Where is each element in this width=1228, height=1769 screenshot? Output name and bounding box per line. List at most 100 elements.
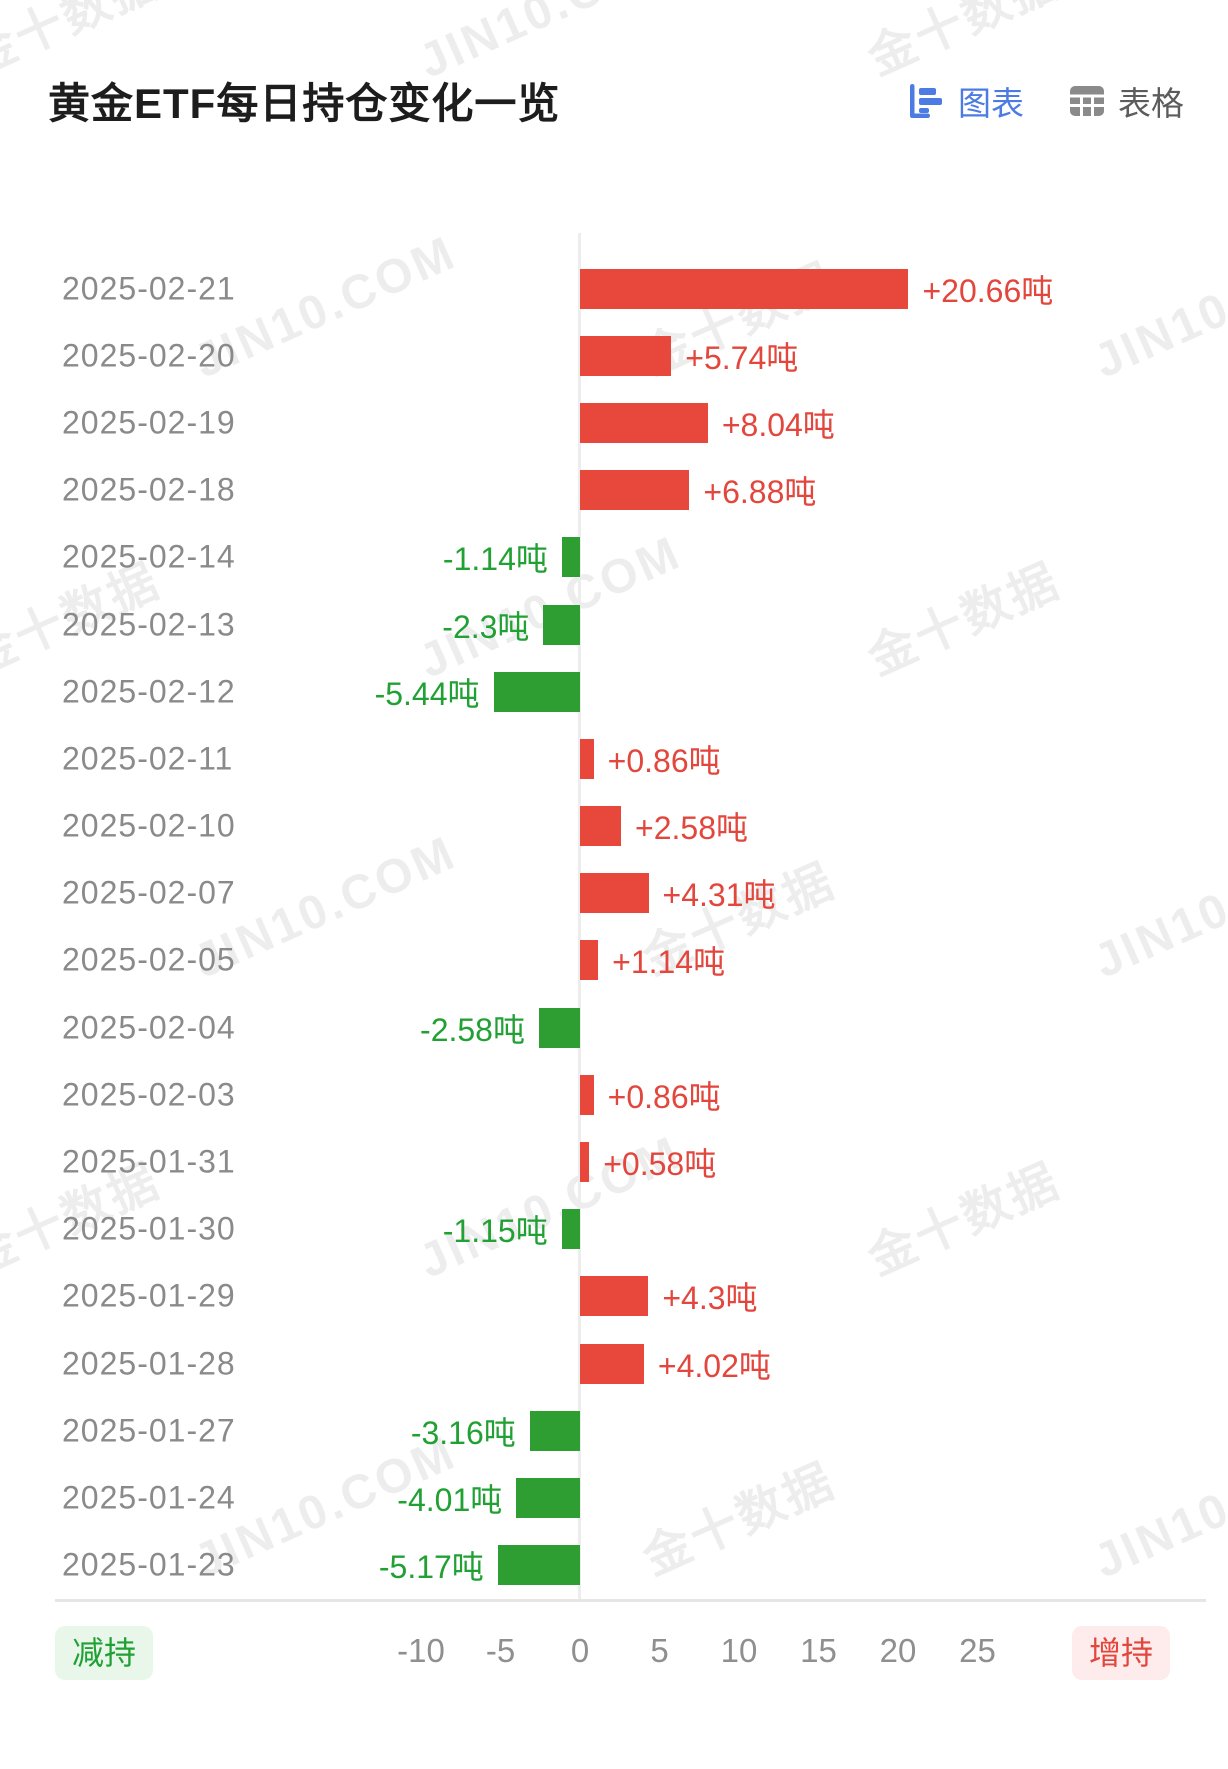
value-label: -4.01吨 bbox=[397, 1481, 503, 1518]
x-axis-tick: 5 bbox=[650, 1632, 669, 1669]
date-label: 2025-01-29 bbox=[62, 1277, 236, 1314]
table-view-label: 表格 bbox=[1118, 84, 1184, 122]
bar-increase[interactable] bbox=[580, 1276, 649, 1317]
chart-row: 2025-02-05 +1.14吨 bbox=[0, 927, 1228, 994]
chart-row: 2025-02-04 -2.58吨 bbox=[0, 994, 1228, 1061]
date-label: 2025-02-03 bbox=[62, 1076, 236, 1113]
bar-chart: 2025-02-21 +20.66吨 2025-02-20 +5.74吨 2025-02… bbox=[0, 255, 1228, 1599]
chart-view-label: 图表 bbox=[958, 84, 1024, 122]
date-label: 2025-01-27 bbox=[62, 1412, 236, 1449]
decrease-legend-badge: 减持 bbox=[55, 1626, 154, 1680]
bar-chart-icon bbox=[906, 81, 946, 121]
bar-increase[interactable] bbox=[580, 940, 599, 981]
chart-row: 2025-01-31 +0.58吨 bbox=[0, 1128, 1228, 1195]
x-axis-line bbox=[55, 1599, 1206, 1602]
date-label: 2025-02-13 bbox=[62, 606, 236, 643]
value-label: -1.15吨 bbox=[442, 1213, 548, 1250]
value-label: +0.86吨 bbox=[607, 1078, 721, 1115]
date-label: 2025-02-05 bbox=[62, 941, 236, 978]
table-icon bbox=[1068, 82, 1106, 120]
value-label: +0.86吨 bbox=[607, 742, 721, 779]
date-label: 2025-02-07 bbox=[62, 874, 236, 911]
date-label: 2025-02-11 bbox=[62, 740, 234, 777]
chart-row: 2025-02-21 +20.66吨 bbox=[0, 255, 1228, 322]
date-label: 2025-01-24 bbox=[62, 1479, 236, 1516]
chart-row: 2025-02-19 +8.04吨 bbox=[0, 389, 1228, 456]
chart-row: 2025-02-03 +0.86吨 bbox=[0, 1061, 1228, 1128]
date-label: 2025-02-04 bbox=[62, 1009, 236, 1046]
bar-increase[interactable] bbox=[580, 335, 672, 376]
date-label: 2025-02-19 bbox=[62, 404, 236, 441]
value-label: -2.3吨 bbox=[442, 608, 530, 645]
x-axis-tick: -5 bbox=[485, 1632, 516, 1669]
value-label: +2.58吨 bbox=[635, 810, 748, 847]
bar-increase[interactable] bbox=[580, 1343, 644, 1384]
x-axis-tick: 10 bbox=[720, 1632, 758, 1669]
increase-legend-badge: 增持 bbox=[1071, 1626, 1170, 1680]
value-label: +0.58吨 bbox=[603, 1146, 717, 1183]
x-axis-tick: -10 bbox=[397, 1632, 445, 1669]
bar-increase[interactable] bbox=[580, 402, 708, 443]
x-axis-tick: 20 bbox=[879, 1632, 917, 1669]
bar-decrease[interactable] bbox=[529, 1410, 580, 1451]
view-toggle: 图表 表格 bbox=[906, 77, 1184, 125]
value-label: -5.17吨 bbox=[378, 1549, 484, 1586]
chart-row: 2025-02-11 +0.86吨 bbox=[0, 725, 1228, 792]
bar-increase[interactable] bbox=[580, 1074, 594, 1115]
bar-decrease[interactable] bbox=[543, 604, 580, 645]
chart-row: 2025-01-23 -5.17吨 bbox=[0, 1532, 1228, 1599]
bar-increase[interactable] bbox=[580, 470, 690, 511]
chart-row: 2025-02-13 -2.3吨 bbox=[0, 591, 1228, 658]
value-label: +4.02吨 bbox=[657, 1347, 771, 1384]
x-axis-tick: 25 bbox=[959, 1632, 996, 1669]
value-label: +5.74吨 bbox=[685, 339, 799, 376]
bar-increase[interactable] bbox=[580, 738, 594, 779]
value-label: +6.88吨 bbox=[703, 474, 817, 511]
chart-row: 2025-02-18 +6.88吨 bbox=[0, 457, 1228, 524]
bar-decrease[interactable] bbox=[493, 671, 580, 712]
date-label: 2025-02-20 bbox=[62, 337, 236, 374]
date-label: 2025-01-31 bbox=[62, 1143, 236, 1180]
chart-row: 2025-01-24 -4.01吨 bbox=[0, 1464, 1228, 1531]
value-label: +1.14吨 bbox=[612, 944, 726, 981]
date-label: 2025-01-23 bbox=[62, 1546, 236, 1583]
chart-row: 2025-02-12 -5.44吨 bbox=[0, 658, 1228, 725]
value-label: -2.58吨 bbox=[420, 1011, 525, 1048]
date-label: 2025-02-18 bbox=[62, 471, 236, 508]
chart-row: 2025-01-29 +4.3吨 bbox=[0, 1263, 1228, 1330]
chart-row: 2025-01-28 +4.02吨 bbox=[0, 1330, 1228, 1397]
value-label: +4.31吨 bbox=[662, 877, 776, 914]
chart-row: 2025-01-27 -3.16吨 bbox=[0, 1397, 1228, 1464]
value-label: -3.16吨 bbox=[410, 1414, 516, 1451]
bar-decrease[interactable] bbox=[561, 1209, 580, 1250]
date-label: 2025-01-28 bbox=[62, 1345, 236, 1382]
chart-row: 2025-02-10 +2.58吨 bbox=[0, 793, 1228, 860]
bar-decrease[interactable] bbox=[497, 1545, 580, 1586]
date-label: 2025-02-10 bbox=[62, 807, 236, 844]
x-axis: -10 -5 0 5 10 15 20 25 bbox=[0, 1632, 1228, 1692]
bar-decrease[interactable] bbox=[561, 537, 580, 578]
table-view-button[interactable]: 表格 bbox=[1068, 77, 1184, 125]
date-label: 2025-01-30 bbox=[62, 1210, 236, 1247]
bar-increase[interactable] bbox=[580, 268, 909, 309]
chart-row: 2025-02-20 +5.74吨 bbox=[0, 322, 1228, 389]
value-label: +20.66吨 bbox=[922, 272, 1054, 309]
value-label: -5.44吨 bbox=[374, 675, 480, 712]
chart-row: 2025-01-30 -1.15吨 bbox=[0, 1196, 1228, 1263]
bar-decrease[interactable] bbox=[538, 1007, 580, 1048]
bar-increase[interactable] bbox=[580, 1142, 590, 1183]
date-label: 2025-02-14 bbox=[62, 538, 236, 575]
zero-axis-line bbox=[578, 233, 581, 1599]
chart-row: 2025-02-07 +4.31吨 bbox=[0, 860, 1228, 927]
chart-view-button[interactable]: 图表 bbox=[906, 77, 1024, 125]
value-label: -1.14吨 bbox=[442, 541, 548, 578]
bar-increase[interactable] bbox=[580, 806, 622, 847]
x-axis-tick: 15 bbox=[800, 1632, 837, 1669]
page-title: 黄金ETF每日持仓变化一览 bbox=[48, 80, 561, 127]
bar-decrease[interactable] bbox=[516, 1477, 580, 1518]
header: 黄金ETF每日持仓变化一览 图表 bbox=[48, 70, 1184, 131]
value-label: +4.3吨 bbox=[662, 1280, 758, 1317]
x-axis-tick: 0 bbox=[570, 1632, 590, 1669]
bar-increase[interactable] bbox=[580, 873, 649, 914]
